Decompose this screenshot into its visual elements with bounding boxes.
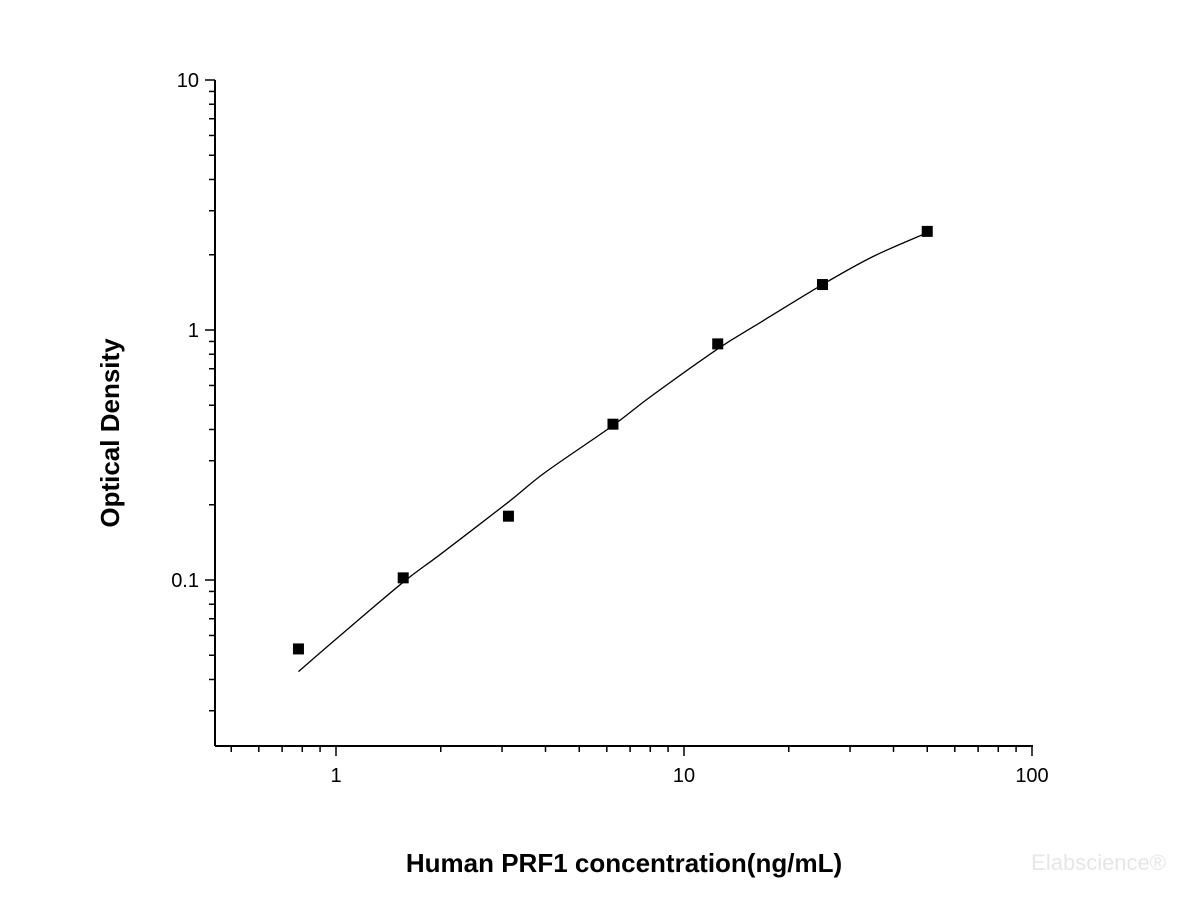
y-tick-label: 1 — [188, 320, 199, 342]
data-point — [502, 510, 514, 522]
x-tick-label: 10 — [673, 765, 695, 787]
data-point — [397, 572, 409, 584]
data-point — [607, 418, 619, 430]
data-point — [816, 279, 828, 291]
x-tick-label: 1 — [330, 765, 341, 787]
data-point — [292, 643, 304, 655]
x-axis-title: Human PRF1 concentration(ng/mL) — [406, 848, 842, 878]
tick-labels: 1 10 100 0.1 1 10 — [171, 70, 1049, 787]
x-tick-label: 100 — [1015, 765, 1048, 787]
data-point — [712, 338, 724, 350]
fit-curve — [298, 232, 928, 673]
ticks — [205, 79, 1033, 756]
y-axis-title: Optical Density — [95, 338, 125, 528]
y-tick-label: 10 — [177, 70, 199, 92]
data-points — [292, 225, 933, 655]
y-tick-label: 0.1 — [171, 570, 199, 592]
watermark-logo: Elabscience® — [1031, 850, 1166, 875]
axes — [214, 80, 1033, 747]
data-point — [921, 225, 933, 237]
